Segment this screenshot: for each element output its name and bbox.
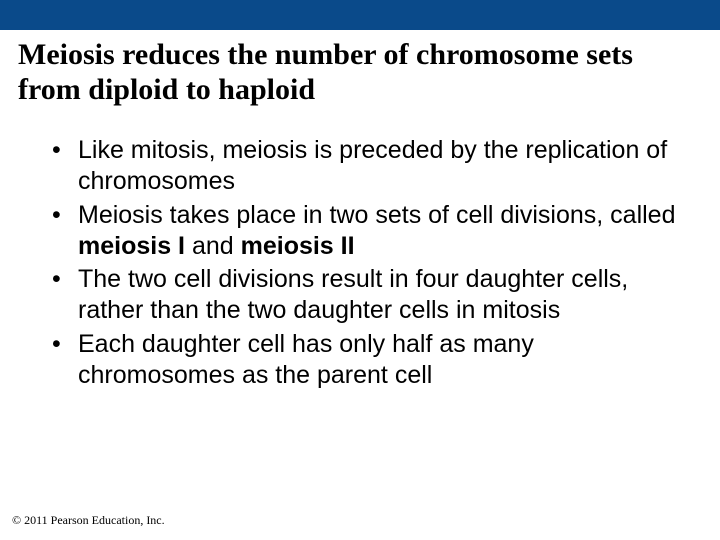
slide: Meiosis reduces the number of chromosome… — [0, 0, 720, 540]
text-segment: The two cell divisions result in four da… — [78, 265, 628, 324]
text-segment: Each daughter cell has only half as many… — [78, 330, 534, 389]
bullet-item: Meiosis takes place in two sets of cell … — [44, 200, 676, 263]
copyright-footer: © 2011 Pearson Education, Inc. — [12, 513, 165, 528]
bullet-item: The two cell divisions result in four da… — [44, 264, 676, 327]
body: Like mitosis, meiosis is preceded by the… — [0, 117, 720, 540]
text-segment: Like mitosis, meiosis is preceded by the… — [78, 136, 667, 195]
slide-title: Meiosis reduces the number of chromosome… — [18, 38, 702, 107]
bullet-item: Each daughter cell has only half as many… — [44, 329, 676, 392]
text-segment: Meiosis takes place in two sets of cell … — [78, 201, 676, 229]
title-block: Meiosis reduces the number of chromosome… — [0, 30, 720, 117]
text-segment: and — [185, 232, 241, 260]
top-bar — [0, 0, 720, 30]
text-segment: meiosis II — [241, 232, 355, 260]
bullet-item: Like mitosis, meiosis is preceded by the… — [44, 135, 676, 198]
text-segment: meiosis I — [78, 232, 185, 260]
bullet-list: Like mitosis, meiosis is preceded by the… — [44, 135, 676, 391]
